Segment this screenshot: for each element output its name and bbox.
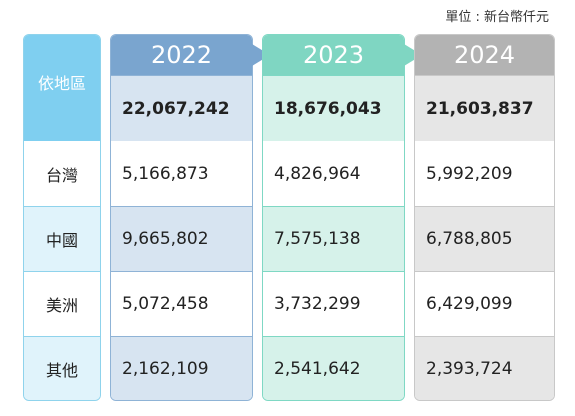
- unit-label: 單位 : 新台幣仟元: [445, 10, 549, 25]
- year-column-2023: 2023 18,676,043 4,826,964 7,575,138 3,73…: [262, 34, 405, 401]
- value-2022-china: 9,665,802: [111, 206, 252, 271]
- year-column-2022: 2022 22,067,242 5,166,873 9,665,802 5,07…: [110, 34, 253, 401]
- value-2022-americas: 5,072,458: [111, 271, 252, 336]
- value-2023-other: 2,541,642: [263, 336, 404, 400]
- value-2024-china: 6,788,805: [415, 206, 554, 271]
- value-2022-other: 2,162,109: [111, 336, 252, 400]
- region-label-china: 中國: [24, 206, 100, 271]
- year-header-2022: 2022: [111, 35, 252, 75]
- value-2022-taiwan: 5,166,873: [122, 163, 209, 184]
- value-2023-taiwan: 4,826,964: [274, 163, 361, 184]
- value-2023-americas: 3,732,299: [263, 271, 404, 336]
- value-2024-americas: 6,429,099: [415, 271, 554, 336]
- region-header: 依地區: [24, 35, 100, 141]
- value-2023-china: 7,575,138: [263, 206, 404, 271]
- year-column-2024: 2024 21,603,837 5,992,209 6,788,805 6,42…: [414, 34, 555, 401]
- region-label-taiwan: 台灣: [24, 141, 100, 206]
- value-2024-taiwan: 5,992,209: [426, 163, 513, 184]
- total-2024: 21,603,837: [415, 75, 554, 141]
- value-2024-other: 2,393,724: [415, 336, 554, 400]
- year-header-2024: 2024: [415, 35, 554, 75]
- region-label-other: 其他: [24, 336, 100, 400]
- total-2022: 22,067,242: [111, 75, 252, 141]
- region-column: 依地區 台灣 中國 美洲 其他: [23, 34, 101, 401]
- year-header-2023: 2023: [263, 35, 404, 75]
- region-label-americas: 美洲: [24, 271, 100, 336]
- total-2023: 18,676,043: [263, 75, 404, 141]
